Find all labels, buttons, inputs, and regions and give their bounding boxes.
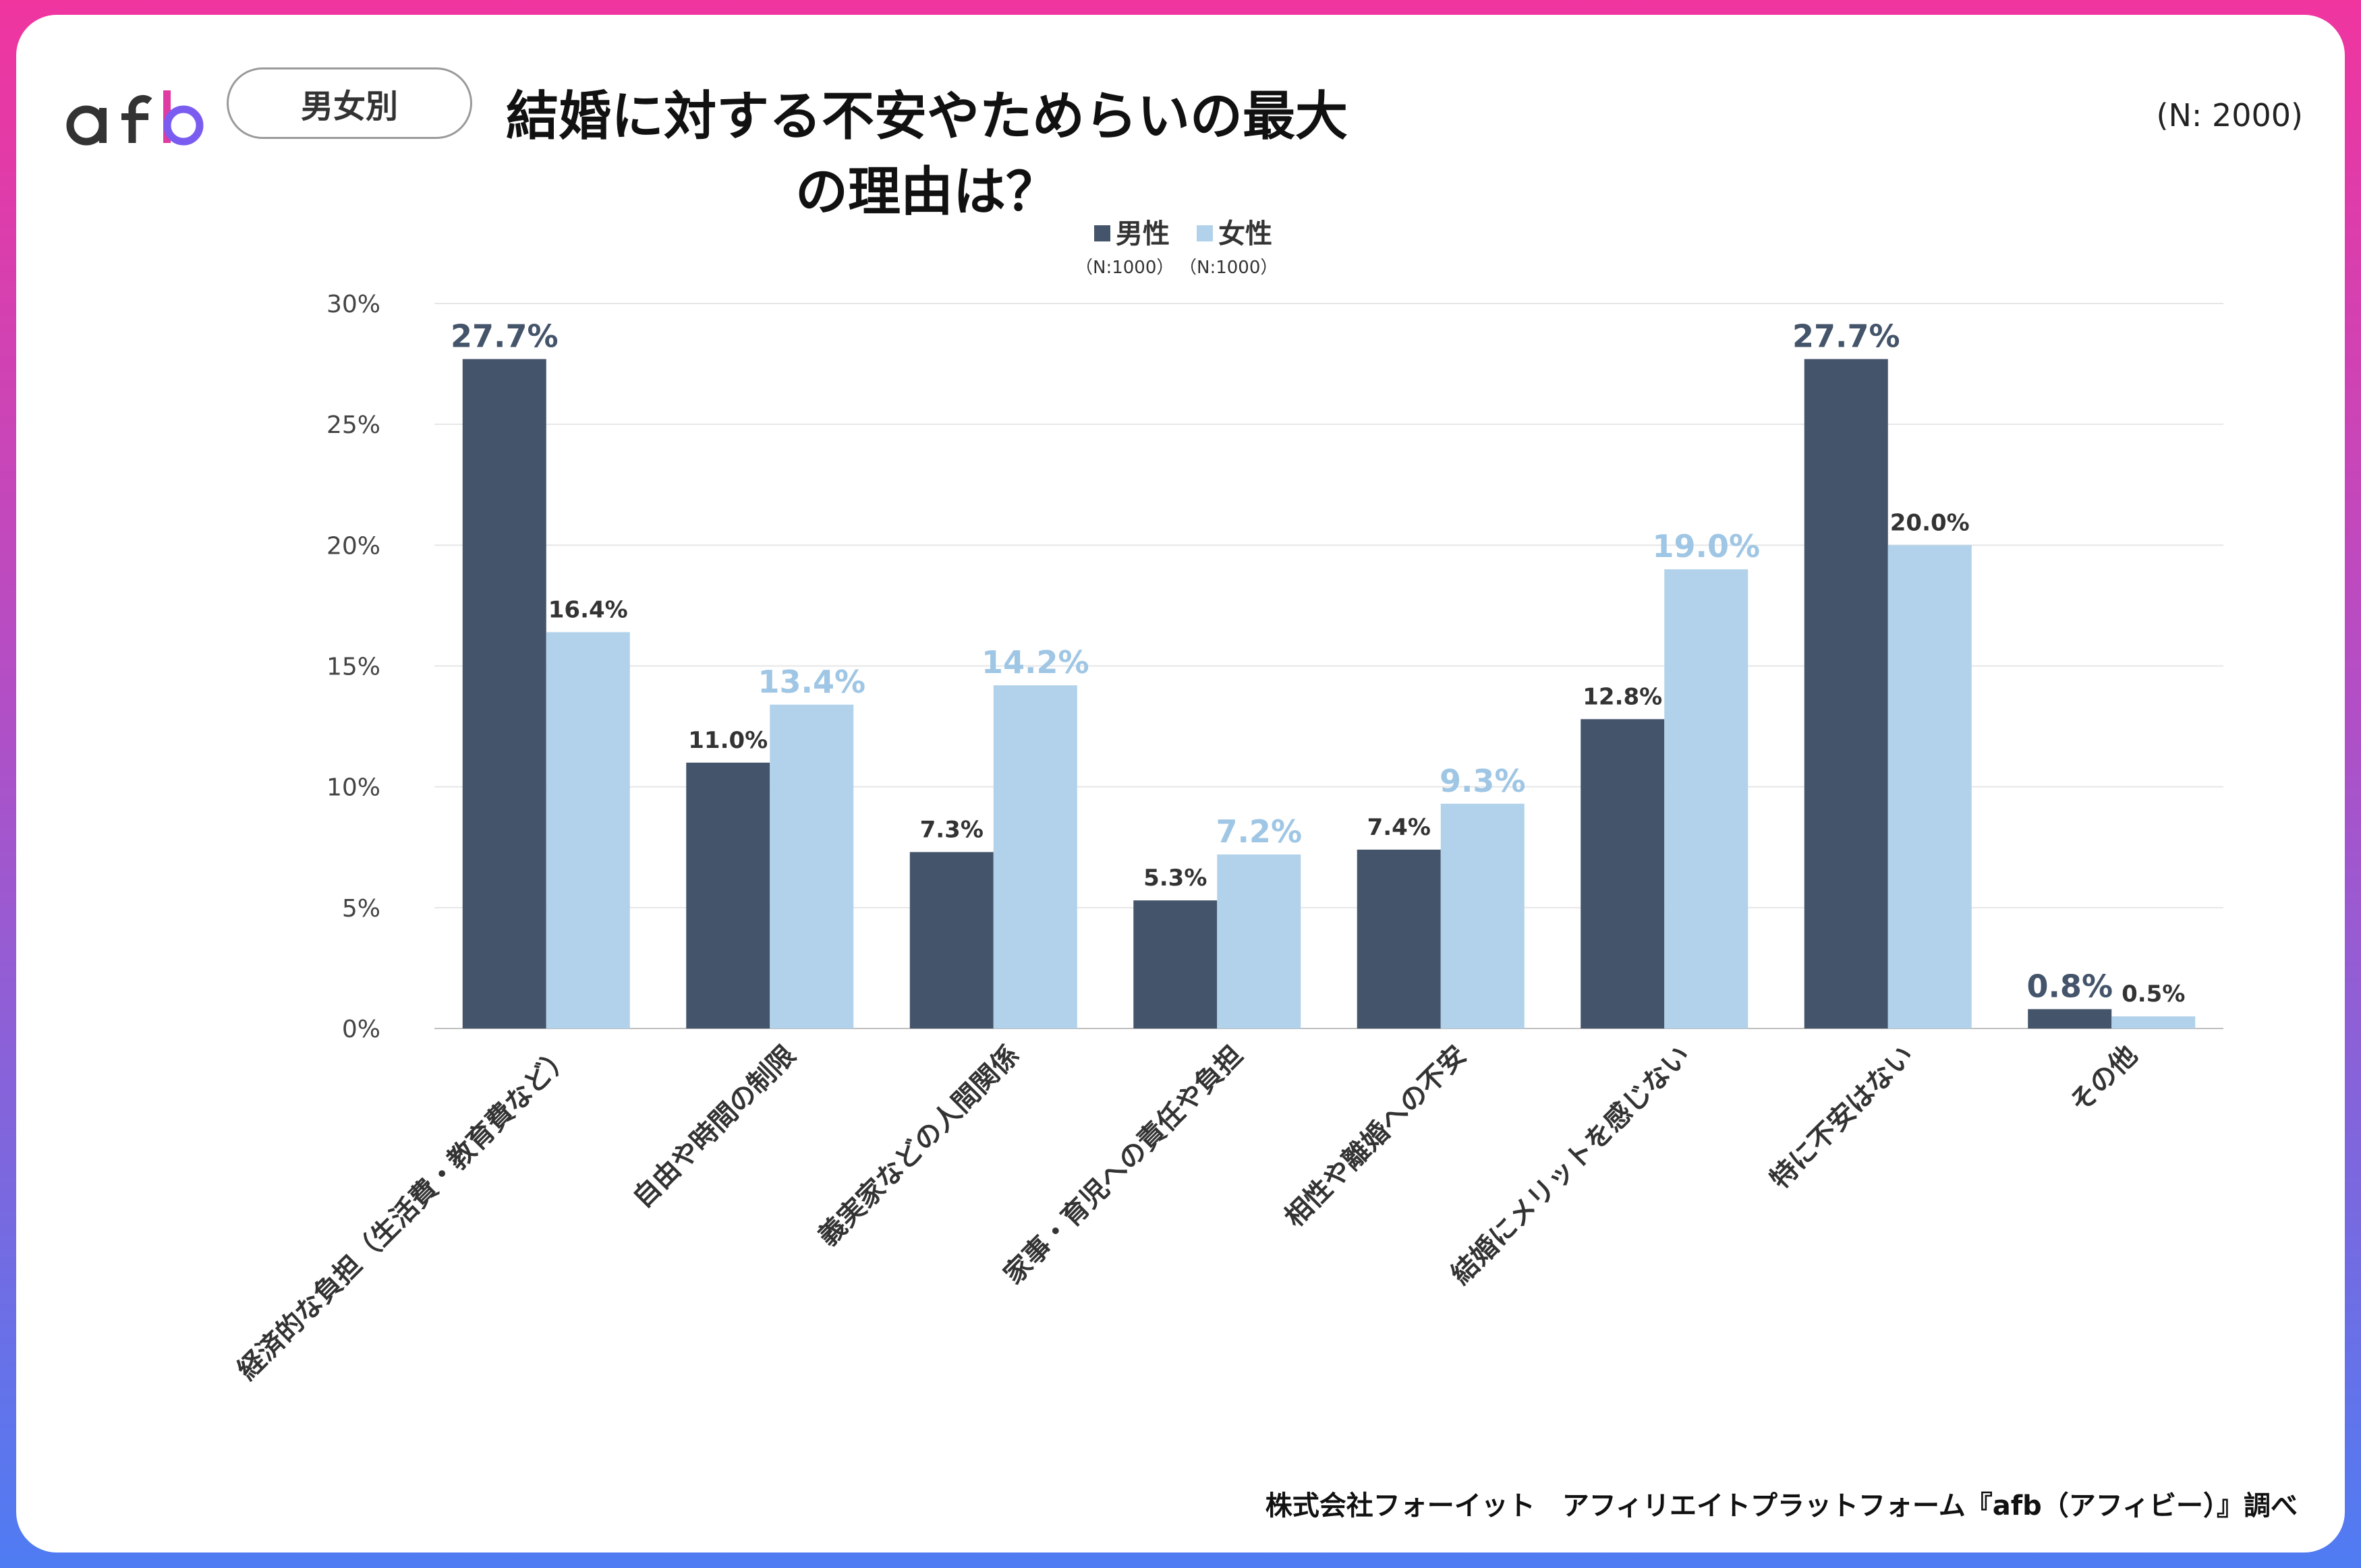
segment-badge: 男女別 (227, 67, 472, 139)
y-tick-label: 15% (326, 654, 380, 681)
bar-female (546, 632, 630, 1028)
data-label: 14.2% (982, 644, 1089, 680)
data-label: 12.8% (1583, 683, 1662, 710)
data-label: 0.8% (2026, 968, 2113, 1004)
bar-female (1440, 803, 1525, 1028)
legend-swatch-male (1094, 225, 1110, 241)
y-tick-label: 20% (326, 532, 380, 560)
bar-male (909, 852, 994, 1028)
data-label: 27.7% (451, 318, 559, 354)
bar-chart: 0% 5% 10% 15% 20% 25% 30% 27.7% 16.4% 経済的な負担（生活費・… (231, 291, 2223, 1386)
bar-female (993, 685, 1077, 1028)
x-category-label: 義実家などの人間関係 (812, 1040, 1025, 1252)
data-label: 11.0% (688, 727, 768, 754)
legend-label-male: 男性 (1116, 219, 1170, 250)
x-category-label: 家事・育児への責任や負担 (998, 1040, 1249, 1291)
bar-female (770, 704, 854, 1028)
source-note: 株式会社フォーイット アフィリエイトプラットフォーム『afb（アフィビー）』調べ (1265, 1490, 2298, 1521)
data-label: 27.7% (1792, 318, 1900, 354)
chart-title: 結婚に対する不安やためらいの最大の理由は？ (505, 86, 1348, 223)
bar-male (1804, 359, 1888, 1028)
bar-male (686, 762, 770, 1028)
x-category-label: その他 (2064, 1040, 2143, 1119)
x-category-label: 相性や離婚への不安 (1279, 1040, 1473, 1233)
data-label: 7.4% (1367, 814, 1431, 841)
legend-label-female: 女性 (1218, 219, 1272, 250)
y-tick-label: 25% (326, 411, 380, 439)
y-tick-label: 0% (342, 1016, 380, 1043)
data-label: 20.0% (1890, 509, 1970, 536)
x-category-label: 特に不安はない (1764, 1040, 1920, 1196)
x-category-label: 経済的な負担（生活費・教育費など） (231, 1040, 577, 1386)
legend-n-female: （N:1000） (1179, 258, 1278, 278)
legend-item-male: 男性 (1094, 212, 1170, 251)
legend-item-female: 女性 (1197, 212, 1272, 251)
chart-card: 男女別 結婚に対する不安やためらいの最大の理由は？ (N: 2000) 男性 （… (16, 15, 2345, 1552)
y-tick-label: 30% (326, 291, 380, 318)
legend: 男性 （N:1000） 女性 （N:1000） (1075, 212, 1359, 293)
data-label: 5.3% (1143, 865, 1207, 892)
legend-n-male: （N:1000） (1075, 258, 1174, 278)
y-tick-label: 10% (326, 774, 380, 802)
total-sample-size: (N: 2000) (2156, 97, 2304, 134)
data-label: 0.5% (2122, 981, 2185, 1008)
legend-swatch-female (1197, 225, 1213, 241)
bar-male (1133, 900, 1218, 1028)
bar-male (1357, 849, 1441, 1028)
bar-male (2028, 1009, 2112, 1028)
data-label: 16.4% (548, 596, 628, 623)
bar-female (1664, 569, 1748, 1028)
bar-male (462, 359, 546, 1028)
bar-female (1887, 545, 1972, 1028)
bar-female (1217, 854, 1301, 1028)
x-category-label: 自由や時間の制限 (627, 1040, 802, 1215)
data-label: 7.3% (920, 816, 984, 843)
afb-logo (66, 90, 204, 146)
data-label: 19.0% (1652, 528, 1760, 564)
x-category-label: 結婚にメリットを感じない (1445, 1040, 1696, 1291)
y-tick-label: 5% (342, 895, 380, 923)
data-label: 7.2% (1216, 813, 1302, 850)
data-label: 13.4% (758, 664, 865, 700)
bar-male (1581, 719, 1665, 1028)
data-label: 9.3% (1440, 763, 1526, 799)
bar-female (2111, 1016, 2196, 1028)
